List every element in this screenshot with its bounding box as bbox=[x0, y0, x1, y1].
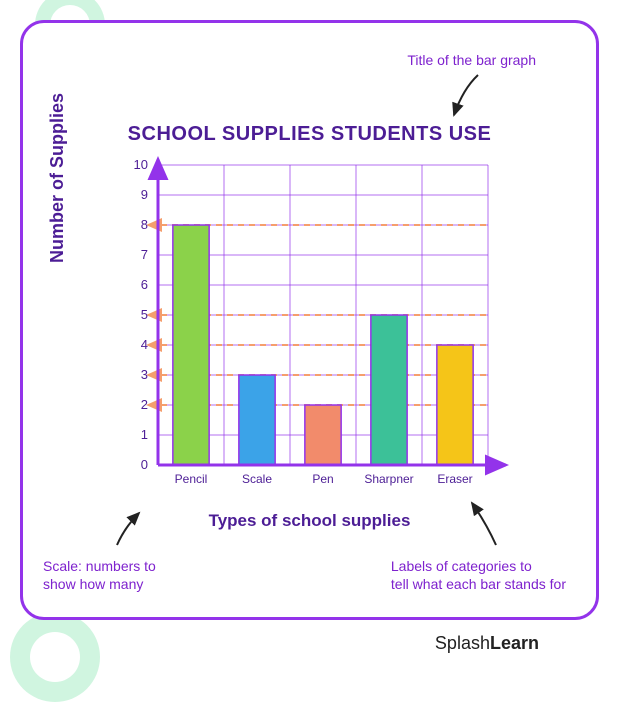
svg-text:0: 0 bbox=[141, 457, 148, 472]
arrow-to-labels bbox=[466, 499, 506, 549]
annotation-labels: Labels of categories totell what each ba… bbox=[391, 557, 566, 593]
svg-text:4: 4 bbox=[141, 337, 148, 352]
svg-text:Eraser: Eraser bbox=[437, 472, 472, 486]
logo-part1: Splash bbox=[435, 633, 490, 653]
logo-part2: Learn bbox=[490, 633, 539, 653]
svg-text:2: 2 bbox=[141, 397, 148, 412]
y-axis-label: Number of Supplies bbox=[47, 93, 68, 263]
arrow-to-scale bbox=[111, 509, 151, 549]
svg-text:8: 8 bbox=[141, 217, 148, 232]
svg-text:6: 6 bbox=[141, 277, 148, 292]
x-axis-label: Types of school supplies bbox=[23, 511, 596, 531]
svg-text:1: 1 bbox=[141, 427, 148, 442]
svg-text:5: 5 bbox=[141, 307, 148, 322]
svg-text:9: 9 bbox=[141, 187, 148, 202]
svg-text:7: 7 bbox=[141, 247, 148, 262]
svg-text:Sharpner: Sharpner bbox=[364, 472, 413, 486]
logo: SplashLearn bbox=[435, 633, 539, 654]
svg-text:10: 10 bbox=[134, 157, 148, 172]
svg-text:Scale: Scale bbox=[242, 472, 272, 486]
annotation-title: Title of the bar graph bbox=[407, 51, 536, 69]
svg-text:Pencil: Pencil bbox=[175, 472, 208, 486]
decoration-bottom bbox=[10, 612, 100, 702]
annotation-scale: Scale: numbers toshow how many bbox=[43, 557, 156, 593]
arrow-to-title bbox=[448, 71, 488, 121]
svg-text:3: 3 bbox=[141, 367, 148, 382]
card-frame: Title of the bar graph SCHOOL SUPPLIES S… bbox=[20, 20, 599, 620]
chart-title: SCHOOL SUPPLIES STUDENTS USE bbox=[23, 123, 596, 146]
svg-text:Pen: Pen bbox=[312, 472, 333, 486]
bar-chart-svg: 0 1 2 3 4 5 6 7 8 9 10 Pencil Scale Pen Sharpner Eraser bbox=[103, 153, 533, 523]
chart-area: 0 1 2 3 4 5 6 7 8 9 10 Pencil Scale Pen Sharpner Eraser bbox=[103, 153, 533, 523]
